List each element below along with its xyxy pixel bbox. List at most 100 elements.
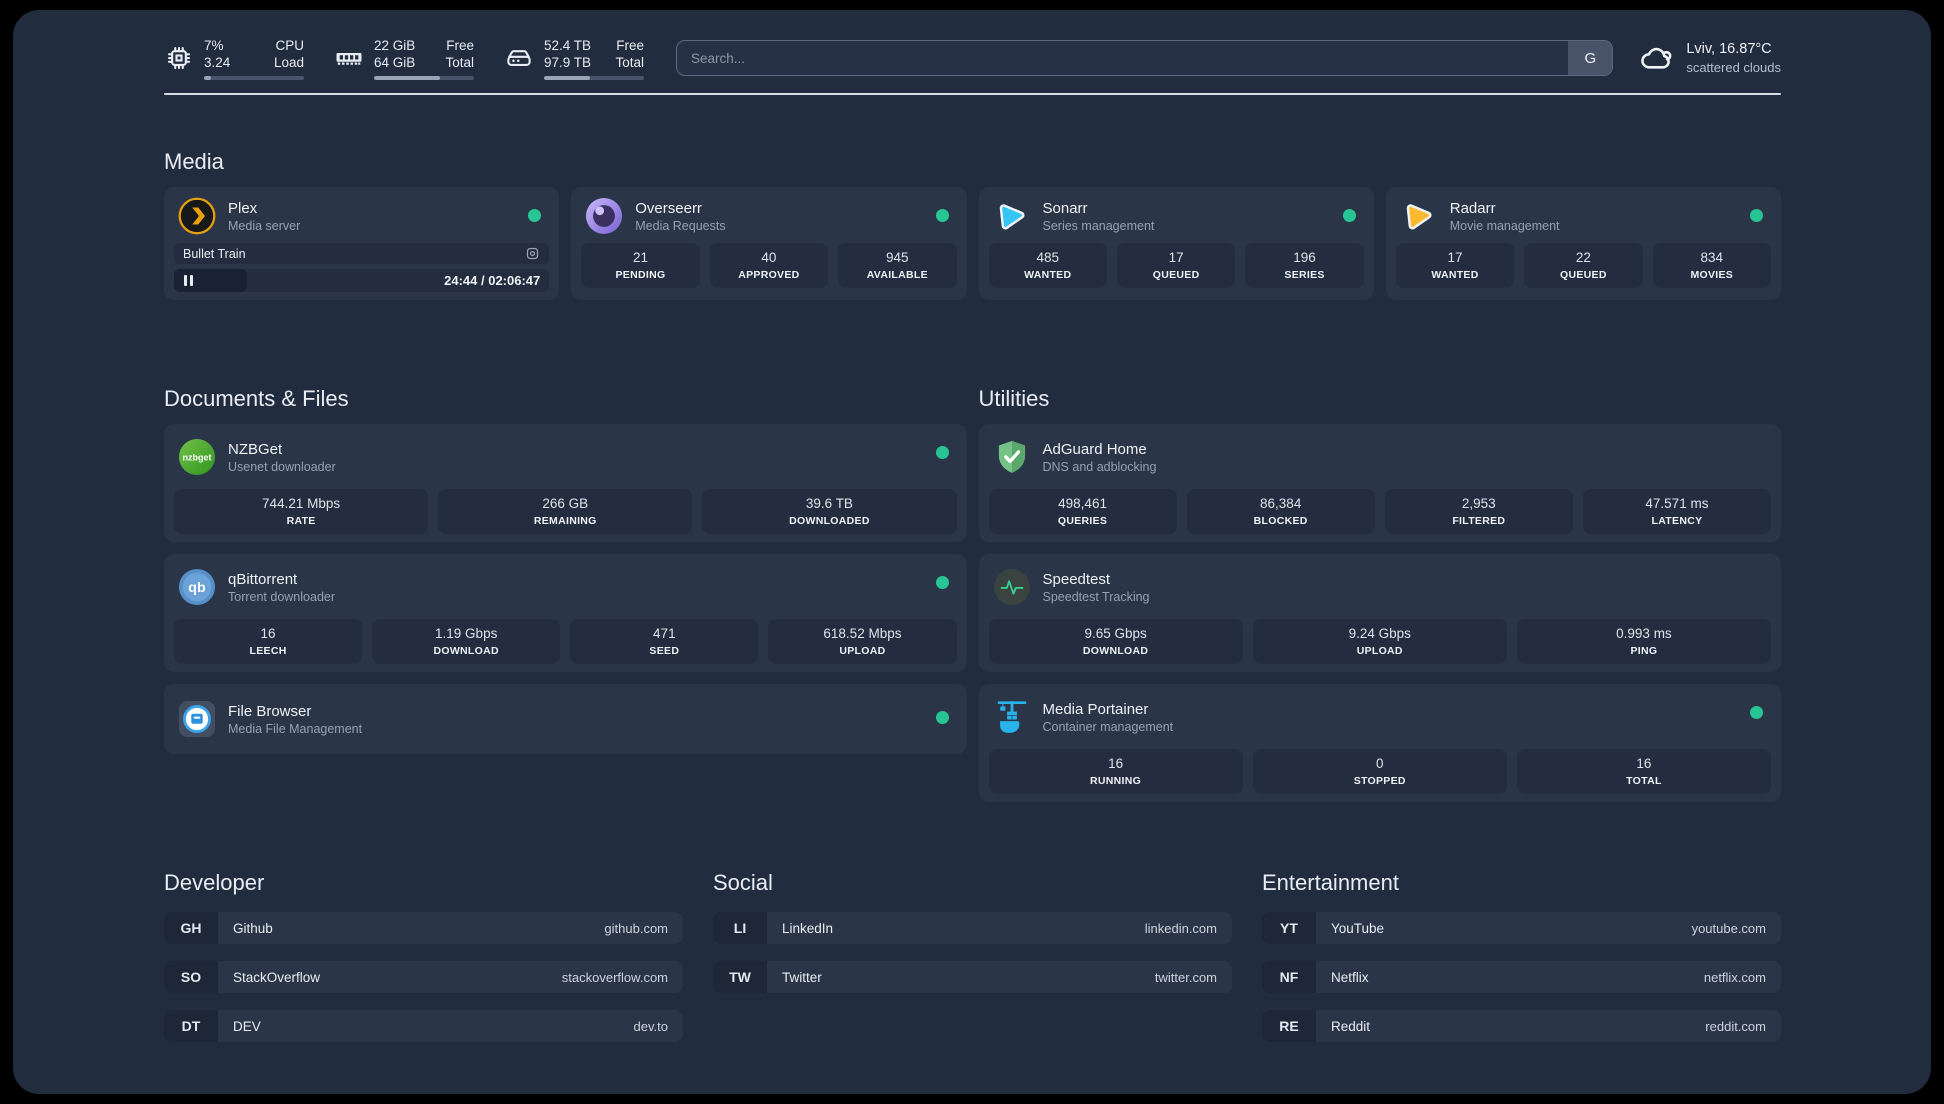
bookmark-domain: reddit.com (1705, 1018, 1766, 1034)
bookmark-domain: dev.to (633, 1018, 668, 1034)
stat-queued: 22 QUEUED (1524, 243, 1643, 288)
memory-progress-bar (374, 75, 474, 80)
service-card-portainer[interactable]: Media Portainer Container management 16 … (978, 684, 1781, 802)
bookmark-abbr: RE (1262, 1010, 1316, 1042)
status-dot (935, 576, 949, 589)
search-bar: G (676, 40, 1614, 76)
total-label: Total (445, 54, 474, 70)
bookmark-abbr: GH (164, 912, 218, 944)
total-label: Total (615, 54, 644, 70)
bookmark-github[interactable]: GH Github github.com (164, 912, 683, 944)
documents-column: Documents & Files nzbget NZBGet (164, 300, 967, 766)
memory-total: 64 GiB (374, 54, 416, 70)
bookmark-linkedin[interactable]: LI LinkedIn linkedin.com (713, 912, 1232, 944)
media-grid: Plex Media server Bullet Train 24:44 / 0… (164, 187, 1781, 300)
stat-queued: 17 QUEUED (1116, 243, 1236, 288)
service-description: Torrent downloader (228, 589, 336, 604)
bookmark-stackoverflow[interactable]: SO StackOverflow stackoverflow.com (164, 961, 683, 993)
load-label: Load (273, 54, 304, 70)
stat-seed: 471 SEED (570, 619, 759, 664)
service-name: Plex (228, 199, 258, 217)
cloud-icon (1639, 40, 1675, 76)
stat-pending: 21 PENDING (581, 243, 700, 288)
service-card-adguard[interactable]: AdGuard Home DNS and adblocking 498,461 … (978, 424, 1781, 542)
stat-blocked: 86,384 BLOCKED (1186, 489, 1375, 534)
header-divider (164, 93, 1781, 95)
section-title-utilities: Utilities (978, 386, 1050, 411)
now-playing-title: Bullet Train (183, 246, 246, 261)
service-description: Usenet downloader (228, 459, 336, 474)
free-label: Free (616, 37, 644, 53)
stat-ping: 0.993 ms PING (1516, 619, 1772, 664)
search-provider-button[interactable]: G (1568, 41, 1613, 75)
overseerr-logo (585, 197, 623, 235)
service-card-nzbget[interactable]: nzbget NZBGet Usenet downloader 744.21 M… (164, 424, 967, 542)
section-title-entertainment: Entertainment (1262, 870, 1399, 895)
stat-queries: 498,461 QUERIES (988, 489, 1177, 534)
service-description: Container management (1042, 719, 1174, 734)
status-dot (528, 209, 542, 222)
service-card-overseerr[interactable]: Overseerr Media Requests 21 PENDING 40 A… (571, 187, 967, 300)
stat-filtered: 2,953 FILTERED (1384, 489, 1573, 534)
search-input[interactable] (677, 41, 1569, 75)
bookmark-name: Github (233, 920, 273, 936)
bookmark-name: Twitter (782, 969, 822, 985)
bookmark-name: DEV (233, 1018, 261, 1034)
bookmark-domain: twitter.com (1154, 969, 1217, 985)
service-name: Media Portainer (1042, 700, 1149, 718)
service-card-radarr[interactable]: Radarr Movie management 17 WANTED 22 QUE… (1385, 187, 1781, 300)
bookmark-youtube[interactable]: YT YouTube youtube.com (1262, 912, 1781, 944)
service-card-qbittorrent[interactable]: qb qBittorrent Torrent downloader 16 LEE… (164, 554, 967, 672)
now-playing-progress[interactable]: 24:44 / 02:06:47 (174, 269, 550, 292)
service-card-sonarr[interactable]: Sonarr Series management 485 WANTED 17 Q… (978, 187, 1374, 300)
weather-condition: scattered clouds (1686, 60, 1781, 75)
nzbget-logo: nzbget (178, 438, 216, 476)
service-name: Radarr (1449, 199, 1496, 217)
service-card-filebrowser[interactable]: File Browser Media File Management (164, 684, 967, 754)
bookmark-abbr: LI (713, 912, 767, 944)
section-title-developer: Developer (164, 870, 265, 895)
status-dot (1750, 209, 1763, 222)
stat-stopped: 0 STOPPED (1252, 749, 1507, 794)
service-name: File Browser (228, 702, 312, 720)
bookmark-name: Netflix (1331, 969, 1369, 985)
stat-series: 196 SERIES (1245, 243, 1364, 288)
memory-icon (334, 43, 364, 73)
stat-latency: 47.571 ms LATENCY (1582, 489, 1771, 534)
bookmark-domain: youtube.com (1691, 920, 1766, 936)
status-dot (935, 446, 949, 459)
bookmark-domain: stackoverflow.com (561, 969, 668, 985)
bookmark-twitter[interactable]: TW Twitter twitter.com (713, 961, 1232, 993)
bookmark-name: LinkedIn (782, 920, 834, 936)
bookmark-netflix[interactable]: NF Netflix netflix.com (1262, 961, 1781, 993)
bookmark-domain: github.com (604, 920, 668, 936)
disk-total: 97.9 TB (544, 54, 592, 70)
service-card-speedtest[interactable]: Speedtest Speedtest Tracking 9.65 Gbps D… (978, 554, 1781, 672)
weather-widget: Lviv, 16.87°C scattered clouds (1639, 40, 1781, 76)
filebrowser-logo (178, 700, 216, 738)
bookmark-reddit[interactable]: RE Reddit reddit.com (1262, 1010, 1781, 1042)
bookmark-dev[interactable]: DT DEV dev.to (164, 1010, 683, 1042)
cpu-progress-bar (204, 75, 304, 80)
service-card-plex[interactable]: Plex Media server Bullet Train 24:44 / 0… (164, 187, 560, 300)
now-playing-title-row: Bullet Train (174, 243, 550, 264)
utilities-column: Utilities AdGuard Home DNS and adblockin… (978, 300, 1781, 814)
bookmark-name: YouTube (1331, 920, 1385, 936)
stat-download: 1.19 Gbps DOWNLOAD (372, 619, 561, 664)
qbittorrent-logo: qb (178, 568, 216, 606)
portainer-logo (993, 698, 1031, 736)
pause-icon[interactable] (184, 275, 193, 286)
service-name: qBittorrent (228, 570, 298, 588)
weather-location: Lviv, 16.87°C (1686, 41, 1772, 57)
stat-movies: 834 MOVIES (1652, 243, 1772, 288)
service-name: Sonarr (1042, 199, 1088, 217)
camera-icon (527, 247, 539, 260)
radarr-logo (1400, 197, 1438, 235)
bookmark-name: Reddit (1331, 1018, 1371, 1034)
service-description: Series management (1042, 218, 1155, 233)
status-dot (1750, 706, 1763, 719)
service-name: NZBGet (228, 440, 283, 458)
bookmark-abbr: YT (1262, 912, 1316, 944)
stat-available: 945 AVAILABLE (838, 243, 957, 288)
bookmark-abbr: DT (164, 1010, 218, 1042)
